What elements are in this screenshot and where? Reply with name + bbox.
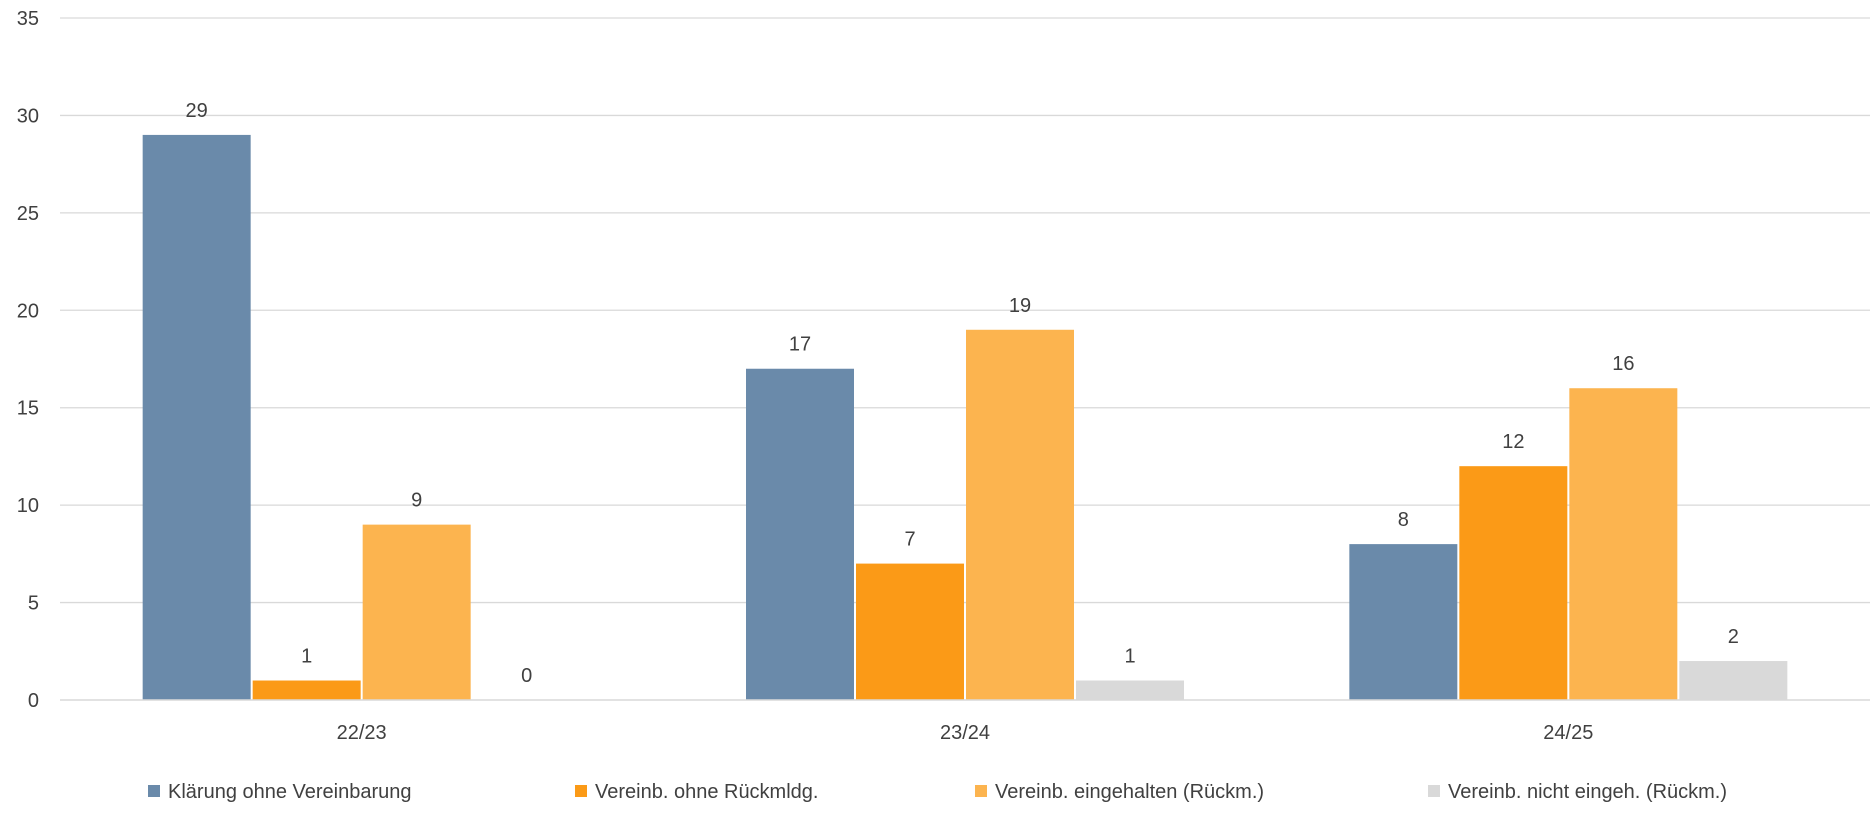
legend-swatch <box>575 785 587 797</box>
bar <box>966 329 1074 700</box>
legend-swatch <box>1428 785 1440 797</box>
x-tick-label: 22/23 <box>337 722 387 744</box>
bar <box>856 563 964 700</box>
y-tick-label: 35 <box>17 8 39 30</box>
bar <box>1076 680 1184 700</box>
bar <box>362 524 471 700</box>
legend-label: Vereinb. ohne Rückmldg. <box>595 781 818 803</box>
data-label: 16 <box>1612 353 1634 375</box>
data-label: 2 <box>1728 626 1739 648</box>
data-label: 1 <box>1124 646 1135 668</box>
y-tick-label: 10 <box>17 495 39 517</box>
data-label: 8 <box>1398 509 1409 531</box>
legend-label: Vereinb. nicht eingeh. (Rückm.) <box>1448 781 1727 803</box>
data-label: 0 <box>521 665 532 687</box>
y-tick-label: 5 <box>28 593 39 615</box>
bar <box>1679 661 1788 700</box>
bar <box>1569 388 1678 700</box>
y-tick-label: 0 <box>28 690 39 712</box>
bar <box>1349 544 1458 700</box>
legend-label: Klärung ohne Vereinbarung <box>168 781 412 803</box>
bar <box>746 368 854 700</box>
y-tick-label: 25 <box>17 203 39 225</box>
data-label: 1 <box>301 646 312 668</box>
legend-label: Vereinb. eingehalten (Rückm.) <box>995 781 1264 803</box>
data-label: 12 <box>1502 431 1524 453</box>
data-label: 17 <box>789 334 811 356</box>
bar <box>142 134 251 700</box>
data-label: 19 <box>1009 295 1031 317</box>
x-tick-label: 24/25 <box>1543 722 1593 744</box>
x-tick-label: 23/24 <box>940 722 990 744</box>
data-label: 7 <box>904 529 915 551</box>
data-label: 9 <box>411 490 422 512</box>
bar <box>252 680 361 700</box>
y-tick-label: 20 <box>17 300 39 322</box>
y-tick-label: 30 <box>17 105 39 127</box>
legend-swatch <box>148 785 160 797</box>
data-label: 29 <box>186 100 208 122</box>
legend-swatch <box>975 785 987 797</box>
bar <box>1459 466 1568 700</box>
y-tick-label: 15 <box>17 398 39 420</box>
